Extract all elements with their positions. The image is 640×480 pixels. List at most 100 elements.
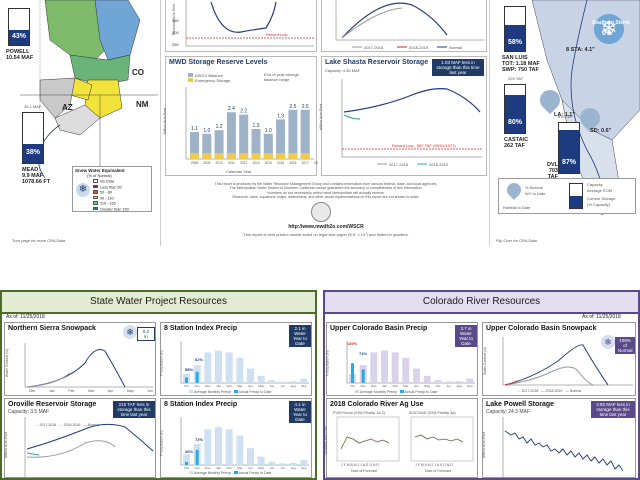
mead-label: MEAD 9.9 MAF 1078.66 FT: [22, 167, 51, 185]
ucb-precip-title: Upper Colorado Basin Precip: [330, 325, 428, 332]
ag-use-xlabel-left: Date of Forecast: [351, 469, 377, 473]
shasta-callout: 1.03 MAF less in storage than this time …: [432, 59, 484, 76]
month-label: Dec: [371, 384, 377, 388]
month-label: Oct: [184, 466, 189, 470]
ucb-precip-callout: 3.7 in Water Year to Date: [455, 325, 477, 347]
mwd-emergency-bar: [288, 153, 298, 159]
mwd-bar-label: 1.3: [253, 123, 260, 129]
avg-precip-bar: [413, 368, 420, 383]
mwd-bar: [214, 130, 224, 159]
card-ag-use: 2018 Colorado River Ag Use PVID/Yuma (SS…: [324, 398, 478, 478]
oroville-callout: 215 TAF less in storage than this time l…: [113, 401, 155, 418]
mwd-bar-chart: 1.1 1.0 1.2 2.4 2.2 1.3 1.0 1.9 2.5 2.5 2008 2009 20…: [185, 87, 318, 165]
mwd-emergency-bar: [263, 153, 273, 159]
swp-title: State Water Project Resources: [90, 296, 227, 307]
snow-legend-item: No Data: [93, 179, 129, 185]
panel-top-left-chart: 250 300 350 Thousand Acre-Feet Record Lo…: [165, 0, 317, 52]
8sta-1-ylabel: Precipitation (in): [159, 350, 164, 376]
castaic-label: CASTAIC 262 TAF: [504, 137, 529, 149]
legend-normal-top: Normal: [449, 45, 462, 50]
flip-over-note: Flip Over for CRA Data: [496, 238, 537, 243]
month-label: Mar: [403, 384, 408, 388]
shasta-record-low: Record Low - 587 TAF (09/01/1977): [392, 143, 456, 148]
mwd-bar-label: 2.5: [289, 104, 296, 110]
powell-label: POWELL 10.54 MAF: [6, 49, 34, 61]
avg-precip-bar: [247, 368, 254, 383]
avg-precip-bar: [300, 459, 308, 465]
8sta-2-pct1: 26%: [185, 449, 194, 454]
month-label: Sep: [301, 384, 307, 388]
month-label: Nov: [194, 384, 200, 388]
card-ucb-snowpack: Upper Colorado Basin Snowpack ❄ 108% of …: [482, 322, 636, 396]
8sta-1-legend: Average Monthly Precip Actual Precip to …: [189, 390, 271, 394]
mwd-bar-label: 1.2: [216, 124, 223, 130]
avg-precip-bar: [236, 435, 244, 465]
mwd-bar: [300, 109, 310, 159]
avg-precip-bar: [381, 350, 388, 383]
swp-as-of: As of: 11/25/2018: [6, 314, 45, 320]
month-label: Jul: [281, 466, 285, 470]
svg-text:250: 250: [172, 42, 179, 47]
avg-precip-bar: [247, 448, 254, 465]
panel-top-right-chart: 2017-2018 2018-2019 Normal: [321, 0, 487, 52]
month-label: May: [258, 466, 264, 470]
mwd-bar-label: 2.2: [240, 109, 247, 115]
dvl-label: DVL 703 TAF: [547, 162, 558, 180]
avg-precip-bar: [268, 380, 276, 383]
actual-precip-bar: [185, 462, 188, 465]
month-label: Jan: [216, 384, 221, 388]
mwd-year-label: 2016: [289, 161, 296, 165]
mwd-bar: [202, 133, 212, 159]
mwd-year-label: 2013: [252, 161, 259, 165]
snow-legend-item: Greater than 150: [93, 206, 129, 213]
dvl-gauge: 87%: [558, 122, 580, 174]
mwd-emergency-bar: [300, 153, 310, 159]
mwd-year-label: 2011: [228, 161, 235, 165]
month-label: Aug: [290, 384, 296, 388]
8sta-2-title: 8 Station Index Precip: [164, 401, 238, 408]
mwd-seal-icon: [311, 202, 331, 222]
month-label: Dec: [205, 384, 211, 388]
mwd-year-label: 2009: [203, 161, 210, 165]
oroville-title: Oroville Reservoir Storage: [8, 401, 97, 408]
oroville-legend: — 2017-2018 — 2018-2019 — Normal: [35, 423, 100, 427]
ag-use-pvid-label: PVID/Yuma (SSA Priority 1a 2): [333, 411, 385, 415]
mwd-year-label: 2018: [314, 161, 318, 165]
wscr-link[interactable]: http://www.mwdh2o.com/WSCR: [288, 224, 364, 230]
ucb-snow-legend: — 2017-2018 — 2018-2019 — Normal: [517, 389, 582, 393]
crb-frame: [323, 314, 640, 480]
snow-legend-item: 50 - 89: [93, 190, 129, 196]
avg-precip-bar: [257, 375, 265, 383]
8sta-1-callout: 2.1 in Water Year to Date: [289, 325, 311, 347]
turn-page-note: Turn page for more CRA Data: [12, 238, 65, 243]
mwd-title: MWD Storage Reserve Levels: [169, 59, 268, 66]
crb-header: Colorado River Resources: [323, 290, 640, 314]
ag-use-months-left: J F M A M J J A S O N D: [341, 463, 379, 467]
oroville-ylabel: Million Acre-Feet: [4, 431, 9, 459]
avg-precip-bar: [445, 381, 452, 383]
disclaimer-text: This report is produced by the Water Res…: [181, 182, 471, 200]
panel-mwd-storage: MWD Storage Reserve Levels DWCV Balance …: [163, 56, 318, 176]
n-sierra-chart: [24, 343, 153, 388]
avg-precip-bar: [455, 381, 463, 383]
powell-storage-callout: 3.82 MAF less in storage than this time …: [591, 401, 635, 418]
month-label: Feb: [393, 384, 399, 388]
ucb-snow-title: Upper Colorado Basin Snowpack: [486, 325, 597, 332]
avg-precip-bar: [434, 380, 442, 383]
mwd-bar-label: 2.4: [228, 106, 235, 112]
avg-precip-bar: [279, 381, 286, 383]
actual-precip-bar: [351, 363, 354, 383]
ucb-precip-ylabel: Precipitation (in): [325, 350, 330, 376]
n-sierra-ylabel: Water Content (in): [5, 348, 10, 378]
shasta-line-chart: [341, 79, 482, 165]
8sta-2-legend: Average Monthly Precip Actual Precip to …: [189, 471, 271, 475]
month-label: Feb: [68, 389, 75, 393]
top-left-ylabel: Thousand Acre-Feet: [171, 4, 176, 36]
mwd-bar-label: 2.5: [302, 104, 309, 110]
mwd-bar-label: 1.0: [203, 128, 210, 134]
mwd-year-label: 2012: [240, 161, 247, 165]
mwd-emergency-bar: [202, 153, 212, 159]
mead-gauge: 38%: [22, 112, 44, 164]
avg-precip-bar: [225, 352, 233, 383]
mwd-bar: [263, 133, 273, 159]
